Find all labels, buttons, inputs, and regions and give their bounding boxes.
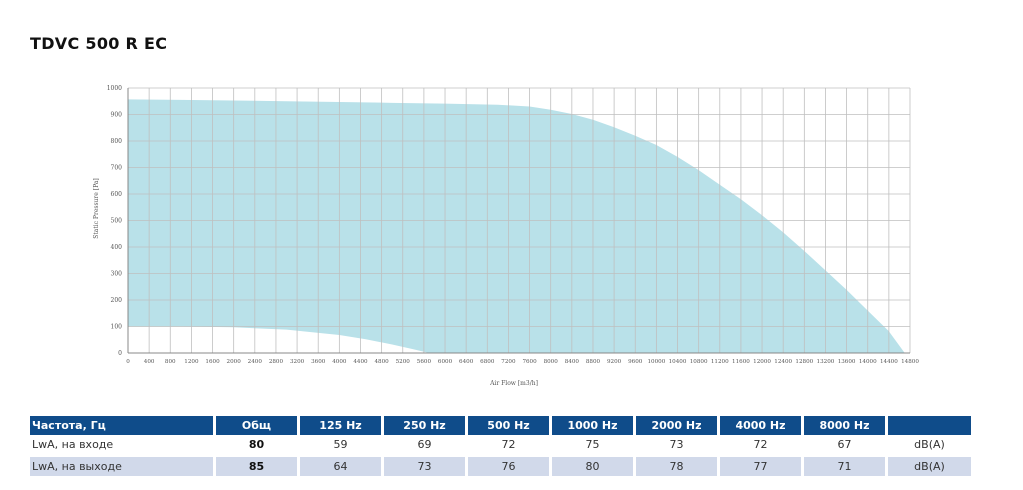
- value-1000hz: 75: [552, 435, 636, 457]
- header-unit: [888, 416, 974, 435]
- x-tick-label: 11600: [732, 359, 750, 365]
- x-tick-label: 2400: [248, 359, 263, 365]
- header-2000hz: 2000 Hz: [636, 416, 720, 435]
- value-500hz: 72: [468, 435, 552, 457]
- x-tick-label: 7600: [522, 359, 537, 365]
- x-tick-label: 6400: [459, 359, 474, 365]
- unit-label: dB(A): [888, 457, 974, 476]
- operating-area: [128, 99, 905, 354]
- x-tick-label: 10000: [647, 359, 665, 365]
- header-1000hz: 1000 Hz: [552, 416, 636, 435]
- value-8000hz: 67: [804, 435, 888, 457]
- x-tick-label: 4000: [332, 359, 347, 365]
- y-tick-label: 600: [111, 191, 123, 198]
- x-tick-label: 4400: [353, 359, 368, 365]
- x-tick-label: 3200: [290, 359, 305, 365]
- total-value: 85: [216, 457, 300, 476]
- y-tick-label: 300: [111, 271, 123, 278]
- header-frequency: Частота, Гц: [30, 416, 216, 435]
- page-title: TDVC 500 R EC: [30, 34, 168, 53]
- value-1000hz: 80: [552, 457, 636, 476]
- header-250hz: 250 Hz: [384, 416, 468, 435]
- x-tick-label: 14400: [880, 359, 898, 365]
- x-tick-label: 1200: [184, 359, 199, 365]
- y-tick-label: 800: [111, 138, 123, 145]
- x-tick-label: 13200: [817, 359, 835, 365]
- value-250hz: 73: [384, 457, 468, 476]
- y-tick-label: 0: [118, 350, 122, 357]
- x-tick-label: 12800: [795, 359, 813, 365]
- unit-label: dB(A): [888, 435, 974, 457]
- x-tick-label: 1600: [205, 359, 220, 365]
- y-tick-label: 100: [111, 324, 123, 331]
- x-tick-label: 4800: [374, 359, 389, 365]
- y-tick-label: 1000: [107, 85, 122, 92]
- value-2000hz: 78: [636, 457, 720, 476]
- x-tick-label: 2000: [227, 359, 242, 365]
- header-4000hz: 4000 Hz: [720, 416, 804, 435]
- x-tick-label: 8400: [565, 359, 580, 365]
- x-axis-label: Air Flow [m3/h]: [489, 380, 538, 387]
- x-tick-label: 7200: [501, 359, 516, 365]
- y-tick-label: 200: [111, 297, 123, 304]
- x-tick-label: 5600: [417, 359, 432, 365]
- x-tick-label: 10400: [669, 359, 687, 365]
- value-250hz: 69: [384, 435, 468, 457]
- value-125hz: 64: [300, 457, 384, 476]
- table-header-row: Частота, Гц Общ 125 Hz 250 Hz 500 Hz 100…: [30, 416, 974, 435]
- total-value: 80: [216, 435, 300, 457]
- x-tick-label: 11200: [711, 359, 729, 365]
- x-tick-label: 3600: [311, 359, 326, 365]
- x-tick-label: 8000: [544, 359, 559, 365]
- row-label: LwA, на выходе: [30, 457, 216, 476]
- x-tick-label: 14000: [859, 359, 877, 365]
- header-125hz: 125 Hz: [300, 416, 384, 435]
- value-4000hz: 77: [720, 457, 804, 476]
- x-tick-label: 9600: [628, 359, 643, 365]
- row-label: LwA, на входе: [30, 435, 216, 457]
- y-tick-label: 400: [111, 244, 123, 251]
- table-row-outlet: LwA, на выходе 85 64 73 76 80 78 77 71 d…: [30, 457, 974, 476]
- x-tick-label: 12000: [753, 359, 771, 365]
- sound-level-table: Частота, Гц Общ 125 Hz 250 Hz 500 Hz 100…: [30, 416, 974, 476]
- x-tick-label: 10800: [690, 359, 708, 365]
- header-500hz: 500 Hz: [468, 416, 552, 435]
- y-tick-label: 500: [111, 218, 123, 225]
- fan-curve-chart: 0 400 800 1200 1600 2000 2400 2800 3200 3600 4000 4…: [93, 85, 919, 387]
- x-tick-label: 8800: [586, 359, 601, 365]
- x-tick-label: 0: [126, 359, 130, 365]
- y-axis-label: Static Pressure [Pa]: [93, 178, 100, 239]
- x-tick-label: 6000: [438, 359, 453, 365]
- x-tick-label: 14800: [901, 359, 919, 365]
- x-tick-label: 800: [165, 359, 176, 365]
- table-row-inlet: LwA, на входе 80 59 69 72 75 73 72 67 dB…: [30, 435, 974, 457]
- x-tick-label: 400: [144, 359, 155, 365]
- value-500hz: 76: [468, 457, 552, 476]
- x-tick-label: 2800: [269, 359, 284, 365]
- header-total: Общ: [216, 416, 300, 435]
- y-tick-label: 700: [111, 165, 123, 172]
- value-2000hz: 73: [636, 435, 720, 457]
- x-tick-label: 12400: [774, 359, 792, 365]
- x-tick-label: 13600: [838, 359, 856, 365]
- header-8000hz: 8000 Hz: [804, 416, 888, 435]
- x-tick-label: 9200: [607, 359, 622, 365]
- value-8000hz: 71: [804, 457, 888, 476]
- x-tick-label: 6800: [480, 359, 495, 365]
- y-tick-label: 900: [111, 112, 123, 119]
- value-4000hz: 72: [720, 435, 804, 457]
- x-tick-label: 5200: [396, 359, 411, 365]
- value-125hz: 59: [300, 435, 384, 457]
